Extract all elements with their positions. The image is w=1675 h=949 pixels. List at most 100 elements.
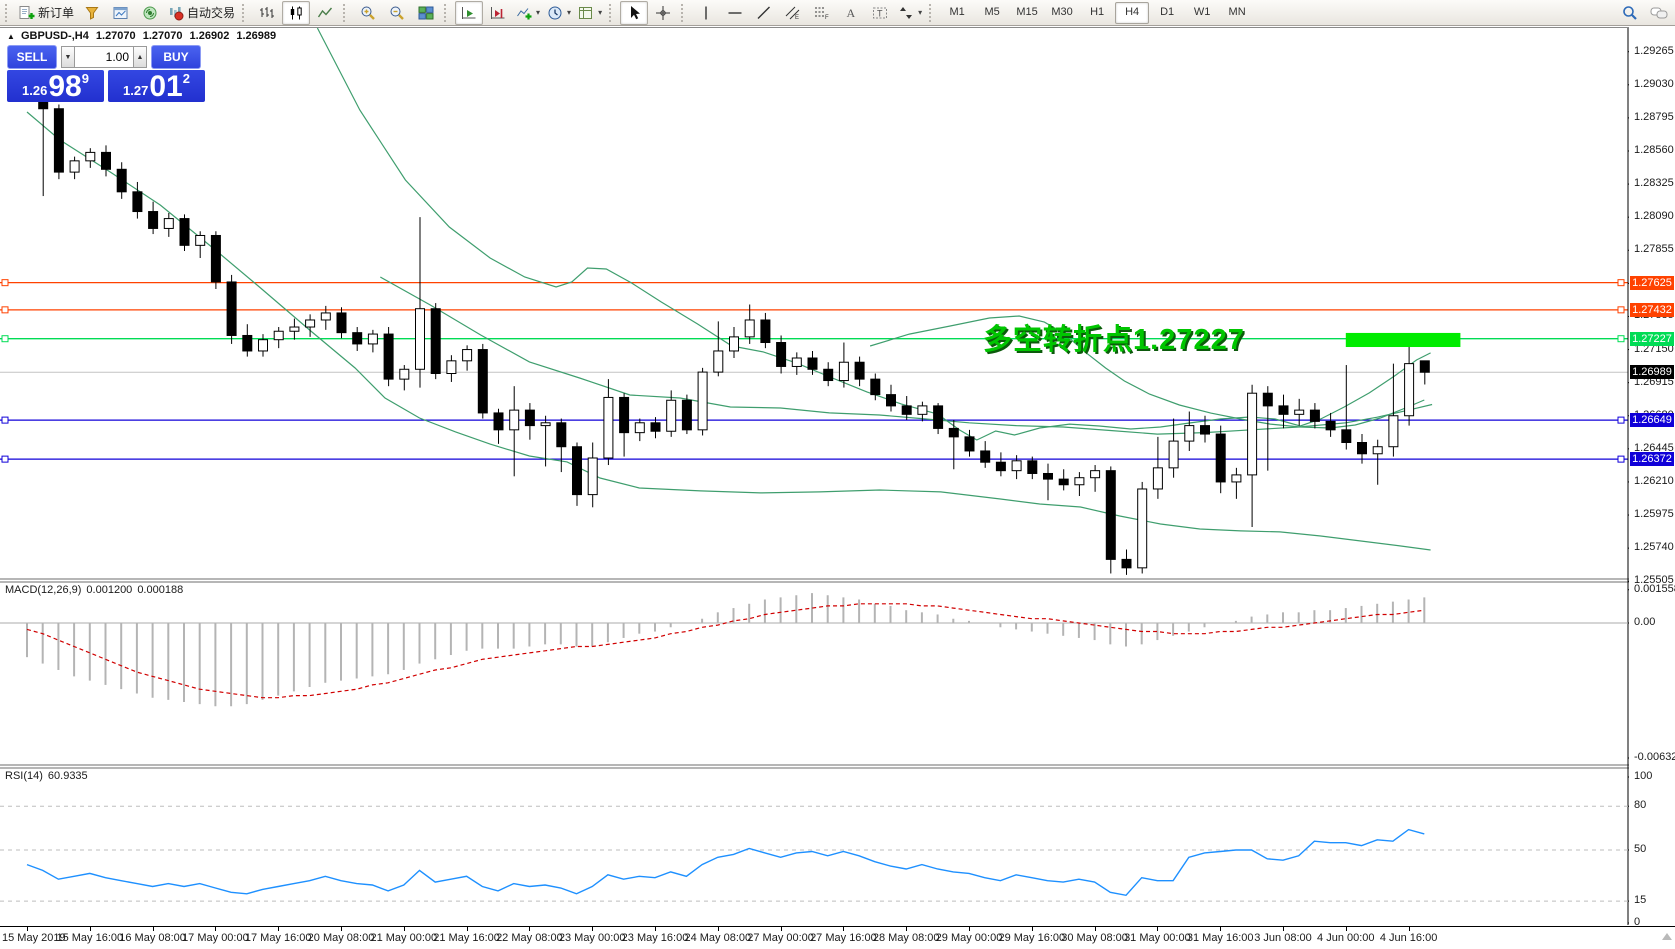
- line-anchor-handle[interactable]: [1, 306, 9, 314]
- chart-window-button[interactable]: [107, 1, 135, 25]
- volume-decrease-button[interactable]: ▼: [61, 46, 75, 68]
- periods-dropdown-caret[interactable]: ▾: [567, 8, 572, 17]
- indicators-button[interactable]: ▾: [513, 1, 543, 25]
- line-anchor-handle[interactable]: [1, 335, 9, 343]
- tile-windows-button[interactable]: [412, 1, 440, 25]
- market-watch-button[interactable]: [78, 1, 106, 25]
- timeframe-M5[interactable]: M5: [984, 5, 1000, 18]
- macd-axis-label: 0.001558: [1634, 582, 1675, 595]
- toolbar-grip[interactable]: [609, 3, 616, 22]
- macd-name: MACD(12,26,9): [5, 584, 82, 596]
- chart-shift-button[interactable]: [484, 1, 512, 25]
- vertical-line-tool-button[interactable]: [692, 1, 720, 25]
- volume-increase-button[interactable]: ▲: [133, 46, 147, 68]
- signals-button[interactable]: [136, 1, 164, 25]
- bar-open: 1.27070: [95, 30, 136, 42]
- scroll-end-marker: [1662, 933, 1672, 940]
- toolbar-grip[interactable]: [681, 3, 688, 22]
- new-order-label: 新订单: [38, 6, 75, 20]
- arrows-tool-button[interactable]: ▾: [895, 1, 925, 25]
- horizontal-line-tool-button[interactable]: [721, 1, 749, 25]
- fibonacci-tool-button[interactable]: F: [808, 1, 836, 25]
- highlight-rectangle[interactable]: [1345, 332, 1461, 348]
- collapse-arrow-icon[interactable]: ▲: [7, 32, 15, 41]
- candle-body: [430, 308, 441, 374]
- price-axis-tick: 1.26210: [1634, 474, 1674, 487]
- line-anchor-handle[interactable]: [1, 279, 9, 287]
- candle-body: [305, 319, 316, 328]
- sell-button[interactable]: SELL: [7, 45, 57, 69]
- crosshair-tool-button[interactable]: [649, 1, 677, 25]
- sell-price-tile[interactable]: 1.26 98 9: [7, 70, 104, 102]
- chat-button[interactable]: [1645, 1, 1673, 25]
- bar-low: 1.26902: [189, 30, 230, 42]
- symbol-info-line: ▲ GBPUSD-,H4 1.27070 1.27070 1.26902 1.2…: [7, 30, 280, 42]
- line-anchor-handle[interactable]: [1617, 279, 1625, 287]
- templates-dropdown-caret[interactable]: ▾: [598, 8, 603, 17]
- timeframe-M15[interactable]: M15: [1016, 5, 1038, 18]
- periods-button[interactable]: ▾: [544, 1, 574, 25]
- line-anchor-handle[interactable]: [1617, 416, 1625, 424]
- time-axis[interactable]: 15 May 2019 15 May 16:00 16 May 08:00 17 Ma…: [0, 926, 1675, 949]
- line-anchor-handle[interactable]: [1, 455, 9, 463]
- line-anchor-handle[interactable]: [1, 416, 9, 424]
- arrows-dropdown-caret[interactable]: ▾: [918, 8, 923, 17]
- time-axis-label: 15 May 2019: [2, 932, 66, 944]
- buy-button[interactable]: BUY: [151, 45, 201, 69]
- candlestick-mode-button[interactable]: [282, 0, 311, 25]
- candle-body: [477, 349, 488, 414]
- toolbar-grip[interactable]: [343, 3, 350, 22]
- trendline-icon: [757, 6, 771, 19]
- auto-scroll-button[interactable]: [455, 0, 484, 25]
- tile-windows-icon: [418, 6, 434, 20]
- toolbar-grip[interactable]: [242, 3, 249, 22]
- bar-high: 1.27070: [142, 30, 183, 42]
- channel-tool-button[interactable]: E: [779, 1, 807, 25]
- toolbar-grip[interactable]: [5, 3, 12, 22]
- timeframe-MN[interactable]: MN: [1228, 5, 1246, 18]
- toolbar-grip[interactable]: [929, 3, 936, 22]
- bar-chart-mode-button[interactable]: [253, 1, 281, 25]
- line-anchor-handle[interactable]: [1617, 455, 1625, 463]
- price-axis[interactable]: [1629, 27, 1675, 926]
- candle-body: [1341, 429, 1352, 444]
- indicators-dropdown-caret[interactable]: ▾: [536, 8, 541, 17]
- candle-body: [1137, 488, 1148, 569]
- buy-price-tile[interactable]: 1.27 01 2: [108, 70, 205, 102]
- timeframe-H4[interactable]: H4: [1115, 1, 1150, 24]
- timeframe-H1[interactable]: H1: [1090, 5, 1105, 18]
- candle-body: [289, 326, 300, 332]
- timeframe-group: M1 M5 M15 M30 H1 H4 D1 W1 MN: [940, 1, 1254, 24]
- candle-body: [697, 371, 708, 431]
- line-anchor-handle[interactable]: [1617, 306, 1625, 314]
- candle-body: [1419, 360, 1430, 373]
- search-button[interactable]: [1616, 1, 1644, 25]
- trendline-tool-button[interactable]: [750, 1, 778, 25]
- zoom-out-button[interactable]: [383, 1, 411, 25]
- templates-button[interactable]: ▾: [575, 1, 605, 25]
- line-anchor-handle[interactable]: [1617, 335, 1625, 343]
- timeframe-M1[interactable]: M1: [949, 5, 965, 18]
- price-axis-tick: 1.28090: [1634, 210, 1674, 223]
- volume-input[interactable]: [75, 46, 133, 68]
- text-tool-button[interactable]: A: [837, 1, 865, 25]
- candle-body: [1309, 409, 1320, 422]
- autotrading-button[interactable]: 自动交易: [165, 1, 238, 25]
- chart-annotation-text[interactable]: 多空转折点1.27227: [983, 324, 1245, 356]
- indicators-icon: [517, 7, 532, 19]
- text-label-tool-button[interactable]: T: [866, 1, 894, 25]
- time-axis-tick-mark: [1157, 927, 1159, 931]
- new-order-button[interactable]: 新订单: [16, 1, 77, 25]
- time-axis-label: 29 May 00:00: [935, 932, 1003, 944]
- toolbar-grip[interactable]: [444, 3, 451, 22]
- time-axis-label: 22 May 08:00: [496, 932, 563, 944]
- time-axis-label: 23 May 00:00: [558, 932, 626, 944]
- candle-body: [933, 405, 944, 429]
- timeframe-M30[interactable]: M30: [1051, 5, 1073, 18]
- zoom-in-button[interactable]: [354, 1, 382, 25]
- timeframe-D1[interactable]: D1: [1160, 5, 1175, 18]
- cursor-tool-button[interactable]: [620, 0, 649, 25]
- line-chart-mode-button[interactable]: [311, 1, 339, 25]
- timeframe-W1[interactable]: W1: [1193, 5, 1211, 18]
